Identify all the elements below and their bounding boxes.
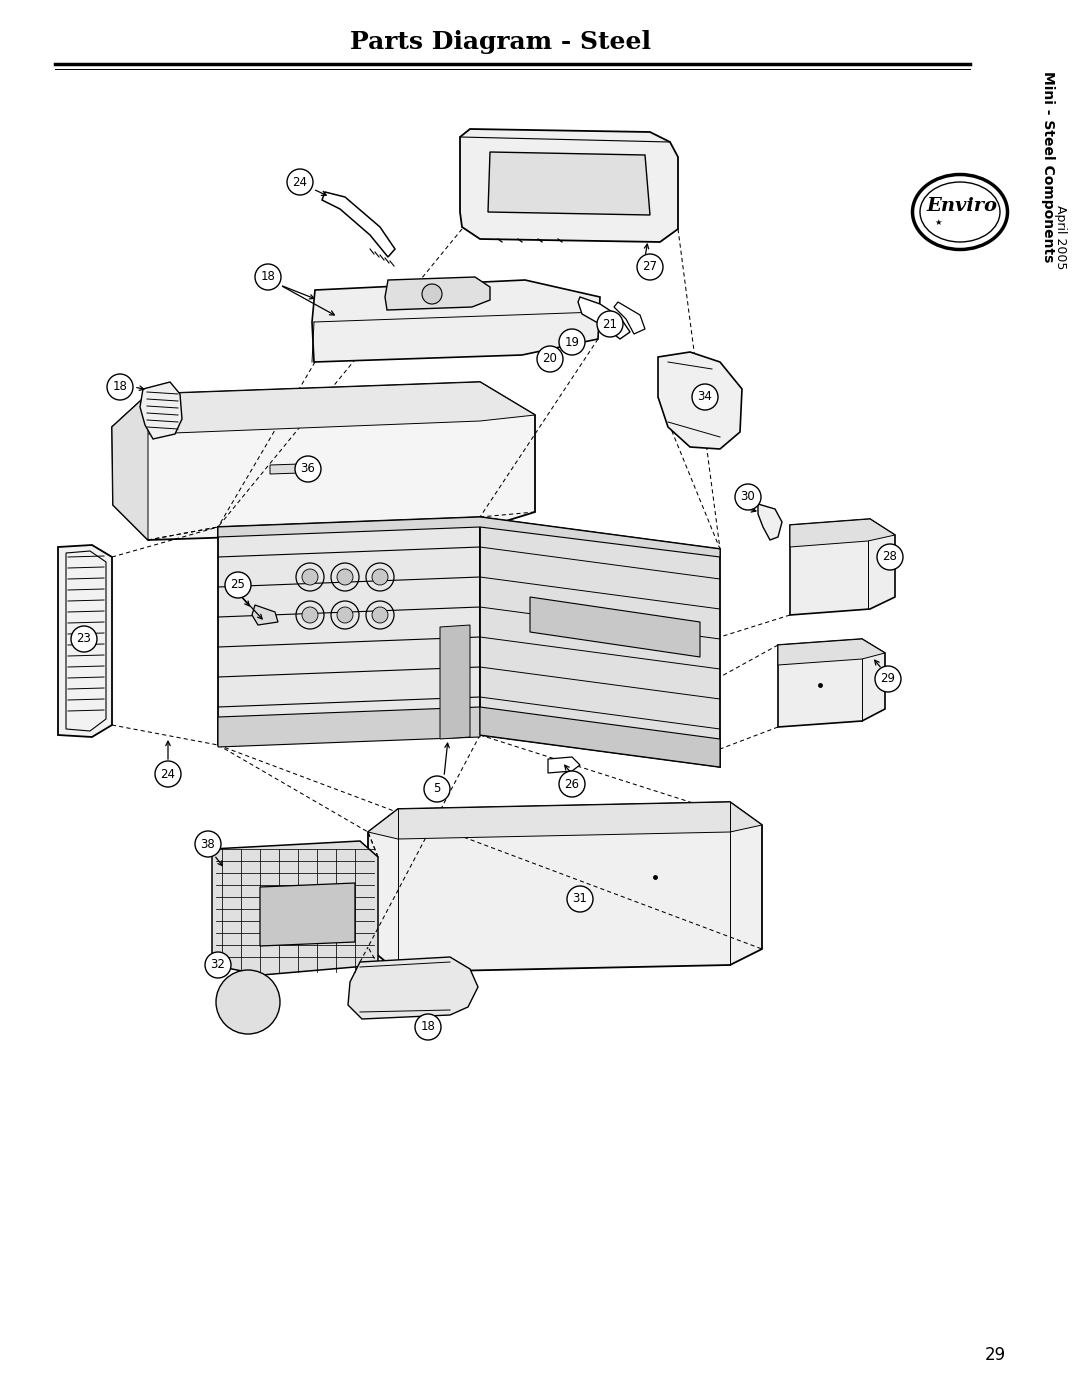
Text: 23: 23 — [77, 633, 92, 645]
Circle shape — [107, 374, 133, 400]
Text: 20: 20 — [542, 352, 557, 366]
Polygon shape — [260, 883, 355, 946]
Text: 34: 34 — [698, 391, 713, 404]
Text: 29: 29 — [880, 672, 895, 686]
Polygon shape — [218, 517, 720, 557]
Text: 25: 25 — [230, 578, 245, 591]
Text: Mini - Steel Components: Mini - Steel Components — [1041, 71, 1055, 263]
Circle shape — [205, 951, 231, 978]
Text: 27: 27 — [643, 260, 658, 274]
Circle shape — [424, 775, 450, 802]
Polygon shape — [218, 707, 480, 747]
Text: 38: 38 — [201, 837, 215, 851]
Text: 32: 32 — [211, 958, 226, 971]
Polygon shape — [368, 802, 762, 972]
Circle shape — [637, 254, 663, 279]
Circle shape — [225, 571, 251, 598]
Circle shape — [71, 626, 97, 652]
Text: 18: 18 — [260, 271, 275, 284]
Text: ★: ★ — [934, 218, 942, 226]
Circle shape — [195, 831, 221, 856]
Polygon shape — [789, 520, 895, 548]
Circle shape — [295, 455, 321, 482]
Circle shape — [422, 284, 442, 305]
Text: April 2005: April 2005 — [1053, 205, 1067, 270]
Text: 19: 19 — [565, 335, 580, 348]
Circle shape — [875, 666, 901, 692]
Circle shape — [537, 346, 563, 372]
Circle shape — [692, 384, 718, 409]
Text: 31: 31 — [572, 893, 588, 905]
Text: 5: 5 — [433, 782, 441, 795]
Polygon shape — [270, 464, 300, 474]
Text: Enviro: Enviro — [927, 197, 998, 215]
Circle shape — [415, 1014, 441, 1039]
Polygon shape — [212, 841, 378, 975]
Circle shape — [216, 970, 280, 1034]
Polygon shape — [112, 381, 535, 434]
Polygon shape — [252, 605, 278, 624]
Text: 24: 24 — [293, 176, 308, 189]
Circle shape — [226, 981, 270, 1024]
Polygon shape — [658, 352, 742, 448]
Polygon shape — [615, 302, 645, 334]
Circle shape — [337, 608, 353, 623]
Circle shape — [302, 608, 318, 623]
Text: Parts Diagram - Steel: Parts Diagram - Steel — [350, 29, 650, 54]
Text: 30: 30 — [741, 490, 755, 503]
Circle shape — [372, 608, 388, 623]
Polygon shape — [58, 545, 112, 738]
Circle shape — [735, 483, 761, 510]
Polygon shape — [578, 298, 630, 339]
Polygon shape — [480, 517, 720, 767]
Circle shape — [255, 264, 281, 291]
Ellipse shape — [913, 175, 1008, 250]
Text: 24: 24 — [161, 767, 175, 781]
Circle shape — [156, 761, 181, 787]
Polygon shape — [384, 277, 490, 310]
Circle shape — [337, 569, 353, 585]
Polygon shape — [140, 381, 183, 439]
Text: 18: 18 — [112, 380, 127, 394]
Circle shape — [238, 992, 258, 1011]
Circle shape — [559, 330, 585, 355]
Polygon shape — [460, 129, 678, 242]
Polygon shape — [758, 504, 782, 541]
Text: 36: 36 — [300, 462, 315, 475]
Circle shape — [567, 886, 593, 912]
Polygon shape — [488, 152, 650, 215]
Polygon shape — [480, 707, 720, 767]
Text: 28: 28 — [882, 550, 897, 563]
Text: 21: 21 — [603, 317, 618, 331]
Polygon shape — [112, 394, 148, 541]
Circle shape — [559, 771, 585, 798]
Polygon shape — [440, 624, 470, 739]
Polygon shape — [789, 520, 895, 615]
Polygon shape — [778, 638, 885, 665]
Circle shape — [597, 312, 623, 337]
Polygon shape — [778, 638, 885, 726]
Circle shape — [372, 569, 388, 585]
Polygon shape — [218, 517, 480, 745]
Circle shape — [287, 169, 313, 196]
Polygon shape — [530, 597, 700, 657]
Polygon shape — [368, 802, 762, 840]
Circle shape — [877, 543, 903, 570]
Circle shape — [302, 569, 318, 585]
Polygon shape — [312, 279, 600, 362]
Text: 29: 29 — [985, 1345, 1005, 1363]
Text: 18: 18 — [420, 1020, 435, 1034]
Polygon shape — [322, 191, 395, 257]
Text: 26: 26 — [565, 778, 580, 791]
Polygon shape — [348, 957, 478, 1018]
Polygon shape — [548, 757, 580, 773]
Polygon shape — [112, 381, 535, 541]
